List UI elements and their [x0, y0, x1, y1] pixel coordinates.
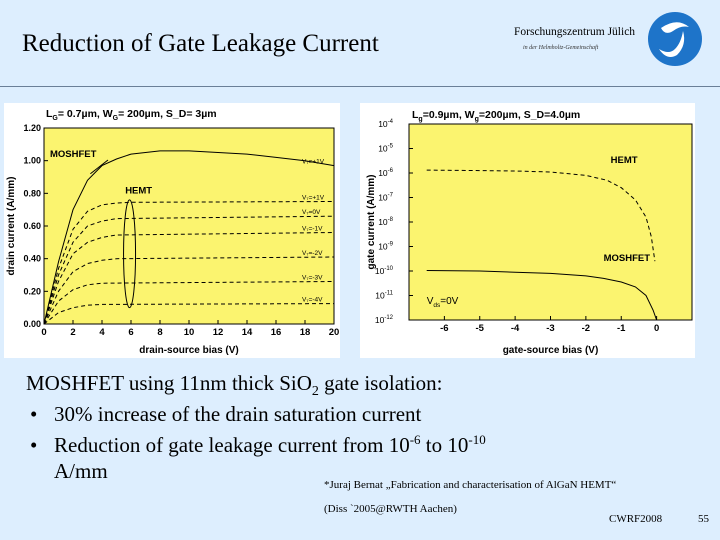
series-line-moshfet	[426, 270, 658, 321]
chart-title: LG= 0.7µm, WG= 200µm, S_D= 3µm	[46, 108, 217, 122]
y-tick-label: 0.00	[23, 319, 41, 329]
x-tick-label: 6	[128, 327, 133, 338]
x-tick-label: -4	[511, 323, 520, 334]
page-number: 55	[698, 513, 709, 525]
y-tick-label: 10-8	[378, 217, 393, 227]
series-label: V₇=0V	[302, 209, 321, 216]
series-line-hemt-6	[43, 303, 335, 325]
reference-line-2: (Diss `2005@RWTH Aachen)	[324, 503, 457, 515]
bullet-2-continuation: A/mm	[54, 459, 108, 483]
series-label: V₇=-4V	[302, 297, 323, 304]
y-tick-label: 0.20	[23, 286, 41, 296]
x-axis-label: drain-source bias (V)	[139, 345, 238, 356]
x-axis-label: gate-source bias (V)	[503, 345, 599, 356]
series-label: V₇=-2V	[302, 250, 323, 257]
series-line-hemt-3	[43, 232, 335, 325]
org-name: Forschungszentrum Jülich	[514, 26, 636, 38]
series-label: V₇=-1V	[302, 226, 323, 233]
y-tick-label: 10-10	[375, 266, 394, 276]
annotation-hemt: HEMT	[611, 155, 638, 166]
x-tick-label: -6	[440, 323, 448, 334]
gate-current-chart: Lg=0.9µm, Wg=200µm, S_D=4.0µm -6 -5 -4 -3 -2 -…	[360, 103, 695, 358]
x-tick-label: 10	[184, 327, 195, 338]
y-axis-label: gate current (A/mm)	[366, 174, 377, 269]
x-tick-label: 8	[157, 327, 162, 338]
bullet-2: • Reduction of gate leakage current from …	[30, 432, 486, 457]
x-tick-label: 20	[329, 327, 340, 338]
x-tick-label: -3	[546, 323, 554, 334]
x-tick-label: -1	[617, 323, 626, 334]
y-tick-label: 10-9	[378, 242, 393, 252]
gate-current-plot: Lg=0.9µm, Wg=200µm, S_D=4.0µm -6 -5 -4 -3 -2 -…	[366, 109, 693, 356]
y-tick-label: 10-12	[375, 315, 394, 325]
annotation-hemt: HEMT	[125, 185, 152, 196]
y-tick-label: 1.00	[23, 156, 41, 166]
series-label: V₇=+1V	[302, 195, 325, 202]
annotation-moshfet: MOSHFET	[604, 253, 651, 264]
annotation-vds: Vds=0V	[427, 296, 459, 309]
slide-title: Reduction of Gate Leakage Current	[22, 30, 379, 57]
drain-current-plot: LG= 0.7µm, WG= 200µm, S_D= 3µm 0 2 4 6 8 10 12 1…	[6, 108, 340, 356]
x-tick-label: 12	[213, 327, 224, 338]
x-tick-label: 18	[300, 327, 311, 338]
x-tick-label: 2	[70, 327, 75, 338]
y-axis-label: drain current (A/mm)	[6, 177, 17, 276]
series-line-hemt-5	[43, 281, 335, 325]
x-tick-label: 0	[41, 327, 46, 338]
y-tick-label: 10-6	[378, 168, 393, 178]
x-tick-label: -5	[476, 323, 485, 334]
y-tick-label: 10-11	[375, 291, 393, 301]
org-subtitle: in der Helmholtz-Gemeinschaft	[523, 45, 599, 51]
drain-current-chart: LG= 0.7µm, WG= 200µm, S_D= 3µm 0 2 4 6 8 10 12 1…	[4, 103, 340, 358]
x-tick-label: -2	[582, 323, 590, 334]
chart-title: Lg=0.9µm, Wg=200µm, S_D=4.0µm	[412, 109, 580, 123]
y-tick-label: 10-7	[378, 193, 393, 203]
x-tick-label: 4	[99, 327, 105, 338]
plot-area	[408, 123, 693, 321]
series-line-hemt-1	[43, 201, 335, 325]
y-tick-label: 10-5	[378, 144, 393, 154]
fz-juelich-logo	[648, 12, 702, 66]
y-tick-label: 0.80	[23, 188, 41, 198]
x-tick-label: 14	[242, 327, 253, 338]
plot-area	[43, 127, 335, 325]
bullet-1: • 30% increase of the drain saturation cu…	[30, 402, 422, 426]
series-line-moshfet	[43, 150, 335, 325]
reference-line-1: *Juraj Bernat „Fabrication and character…	[324, 479, 617, 491]
x-tick-label: 16	[271, 327, 282, 338]
y-tick-label: 0.40	[23, 254, 41, 264]
caption: MOSHFET using 11nm thick SiO2 gate isola…	[26, 371, 443, 400]
annotation-moshfet: MOSHFET	[50, 149, 97, 160]
series-line-hemt-4	[43, 256, 335, 325]
annotation-arrow	[90, 159, 109, 175]
series-label: V₇=+1V	[302, 159, 325, 166]
footer-conference: CWRF2008	[609, 513, 663, 525]
x-tick-label: 0	[654, 323, 659, 334]
y-tick-label: 10-4	[378, 119, 393, 129]
y-tick-label: 1.20	[23, 123, 41, 133]
series-line-hemt-2	[43, 215, 335, 325]
header-divider	[0, 86, 720, 87]
annotation-ellipse	[123, 199, 137, 309]
series-label: V₇=-3V	[302, 275, 323, 282]
y-tick-label: 0.60	[23, 221, 41, 231]
